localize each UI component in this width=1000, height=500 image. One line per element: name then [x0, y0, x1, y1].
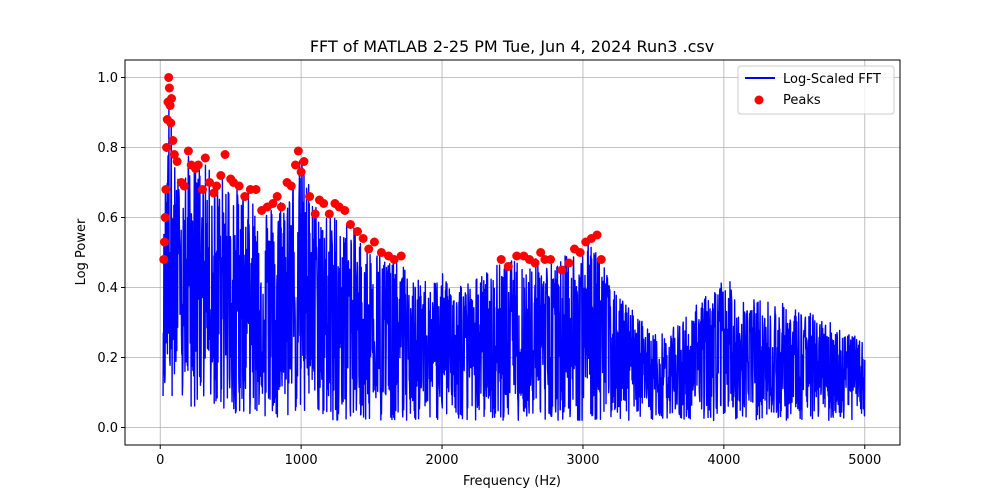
x-tick-label: 1000 [285, 453, 318, 468]
peak-point [234, 181, 244, 191]
y-axis-label: Log Power [74, 218, 89, 285]
peak-point [220, 150, 230, 159]
peak-point [167, 94, 176, 103]
peak-point [305, 192, 315, 201]
peak-point [200, 153, 210, 163]
peak-point [557, 265, 567, 275]
peak-point [169, 150, 179, 159]
peak-point [216, 171, 226, 180]
peak-point [240, 192, 250, 201]
peak-point [389, 255, 399, 264]
x-tick-label: 0 [156, 453, 164, 468]
x-tick-label: 4000 [707, 453, 740, 468]
peak-point [179, 181, 189, 191]
peak-point [193, 160, 203, 170]
peak-point [286, 181, 296, 191]
legend-label-fft: Log-Scaled FFT [783, 72, 881, 87]
peak-point [369, 237, 379, 247]
y-axis-ticks: 0.0 0.2 0.4 0.6 0.8 1.0 [97, 71, 125, 436]
peak-point [324, 209, 334, 219]
x-tick-label: 2000 [425, 453, 458, 468]
peak-point [376, 248, 386, 257]
chart-title: FFT of MATLAB 2-25 PM Tue, Jun 4, 2024 R… [310, 37, 714, 56]
peak-point [268, 199, 278, 208]
legend-peak-swatch [754, 95, 764, 105]
peak-point [546, 255, 556, 264]
peak-point [592, 230, 602, 240]
y-tick-label: 0.6 [97, 211, 118, 226]
peak-point [166, 118, 176, 128]
peak-point [160, 213, 170, 222]
peak-point [172, 157, 182, 166]
peak-point [293, 146, 303, 156]
y-tick-label: 0.0 [97, 421, 118, 436]
peak-point [299, 157, 309, 166]
x-axis-ticks: 0 1000 2000 3000 4000 5000 [156, 445, 881, 468]
peak-point [296, 167, 306, 177]
peak-point [596, 255, 606, 264]
peak-point [358, 234, 368, 243]
peak-point [164, 83, 174, 93]
peak-point [198, 185, 207, 194]
peak-point [212, 181, 222, 191]
legend-box [737, 65, 895, 115]
y-tick-label: 1.0 [97, 71, 118, 86]
y-tick-label: 0.2 [97, 351, 118, 366]
peak-point [183, 146, 193, 156]
peak-point [272, 192, 282, 201]
peak-point [536, 248, 546, 257]
peak-point [564, 258, 574, 268]
peak-point [319, 199, 329, 208]
legend-label-peaks: Peaks [783, 93, 821, 108]
peak-point [276, 202, 286, 212]
x-axis-label: Frequency (Hz) [463, 474, 561, 489]
peak-point [251, 185, 261, 194]
peak-point [310, 209, 320, 219]
peak-point [159, 255, 169, 264]
x-tick-label: 3000 [566, 453, 599, 468]
peak-point [165, 101, 175, 110]
y-tick-label: 0.4 [97, 281, 118, 296]
peak-point [496, 255, 506, 264]
peak-point [168, 136, 178, 145]
peak-point [396, 251, 406, 261]
peak-point [209, 188, 219, 198]
legend: Log-Scaled FFT Peaks [737, 65, 895, 115]
peak-point [164, 73, 174, 82]
peak-point [345, 220, 355, 229]
peak-point [159, 237, 169, 247]
peak-point [530, 258, 540, 268]
peak-point [162, 143, 172, 152]
y-tick-label: 0.8 [97, 141, 118, 156]
peak-point [503, 262, 513, 271]
peak-point [364, 244, 374, 254]
x-tick-label: 5000 [848, 453, 881, 468]
peak-point [353, 227, 362, 236]
plot-frame [124, 59, 901, 446]
series-log-scaled-fft [162, 96, 866, 422]
peak-point [161, 185, 171, 194]
fft-line [162, 96, 866, 422]
series-peaks [159, 73, 606, 275]
peak-point [291, 160, 300, 170]
peak-point [575, 248, 585, 257]
peak-point [340, 206, 350, 215]
peak-point [205, 178, 215, 187]
peak-point [512, 251, 522, 261]
